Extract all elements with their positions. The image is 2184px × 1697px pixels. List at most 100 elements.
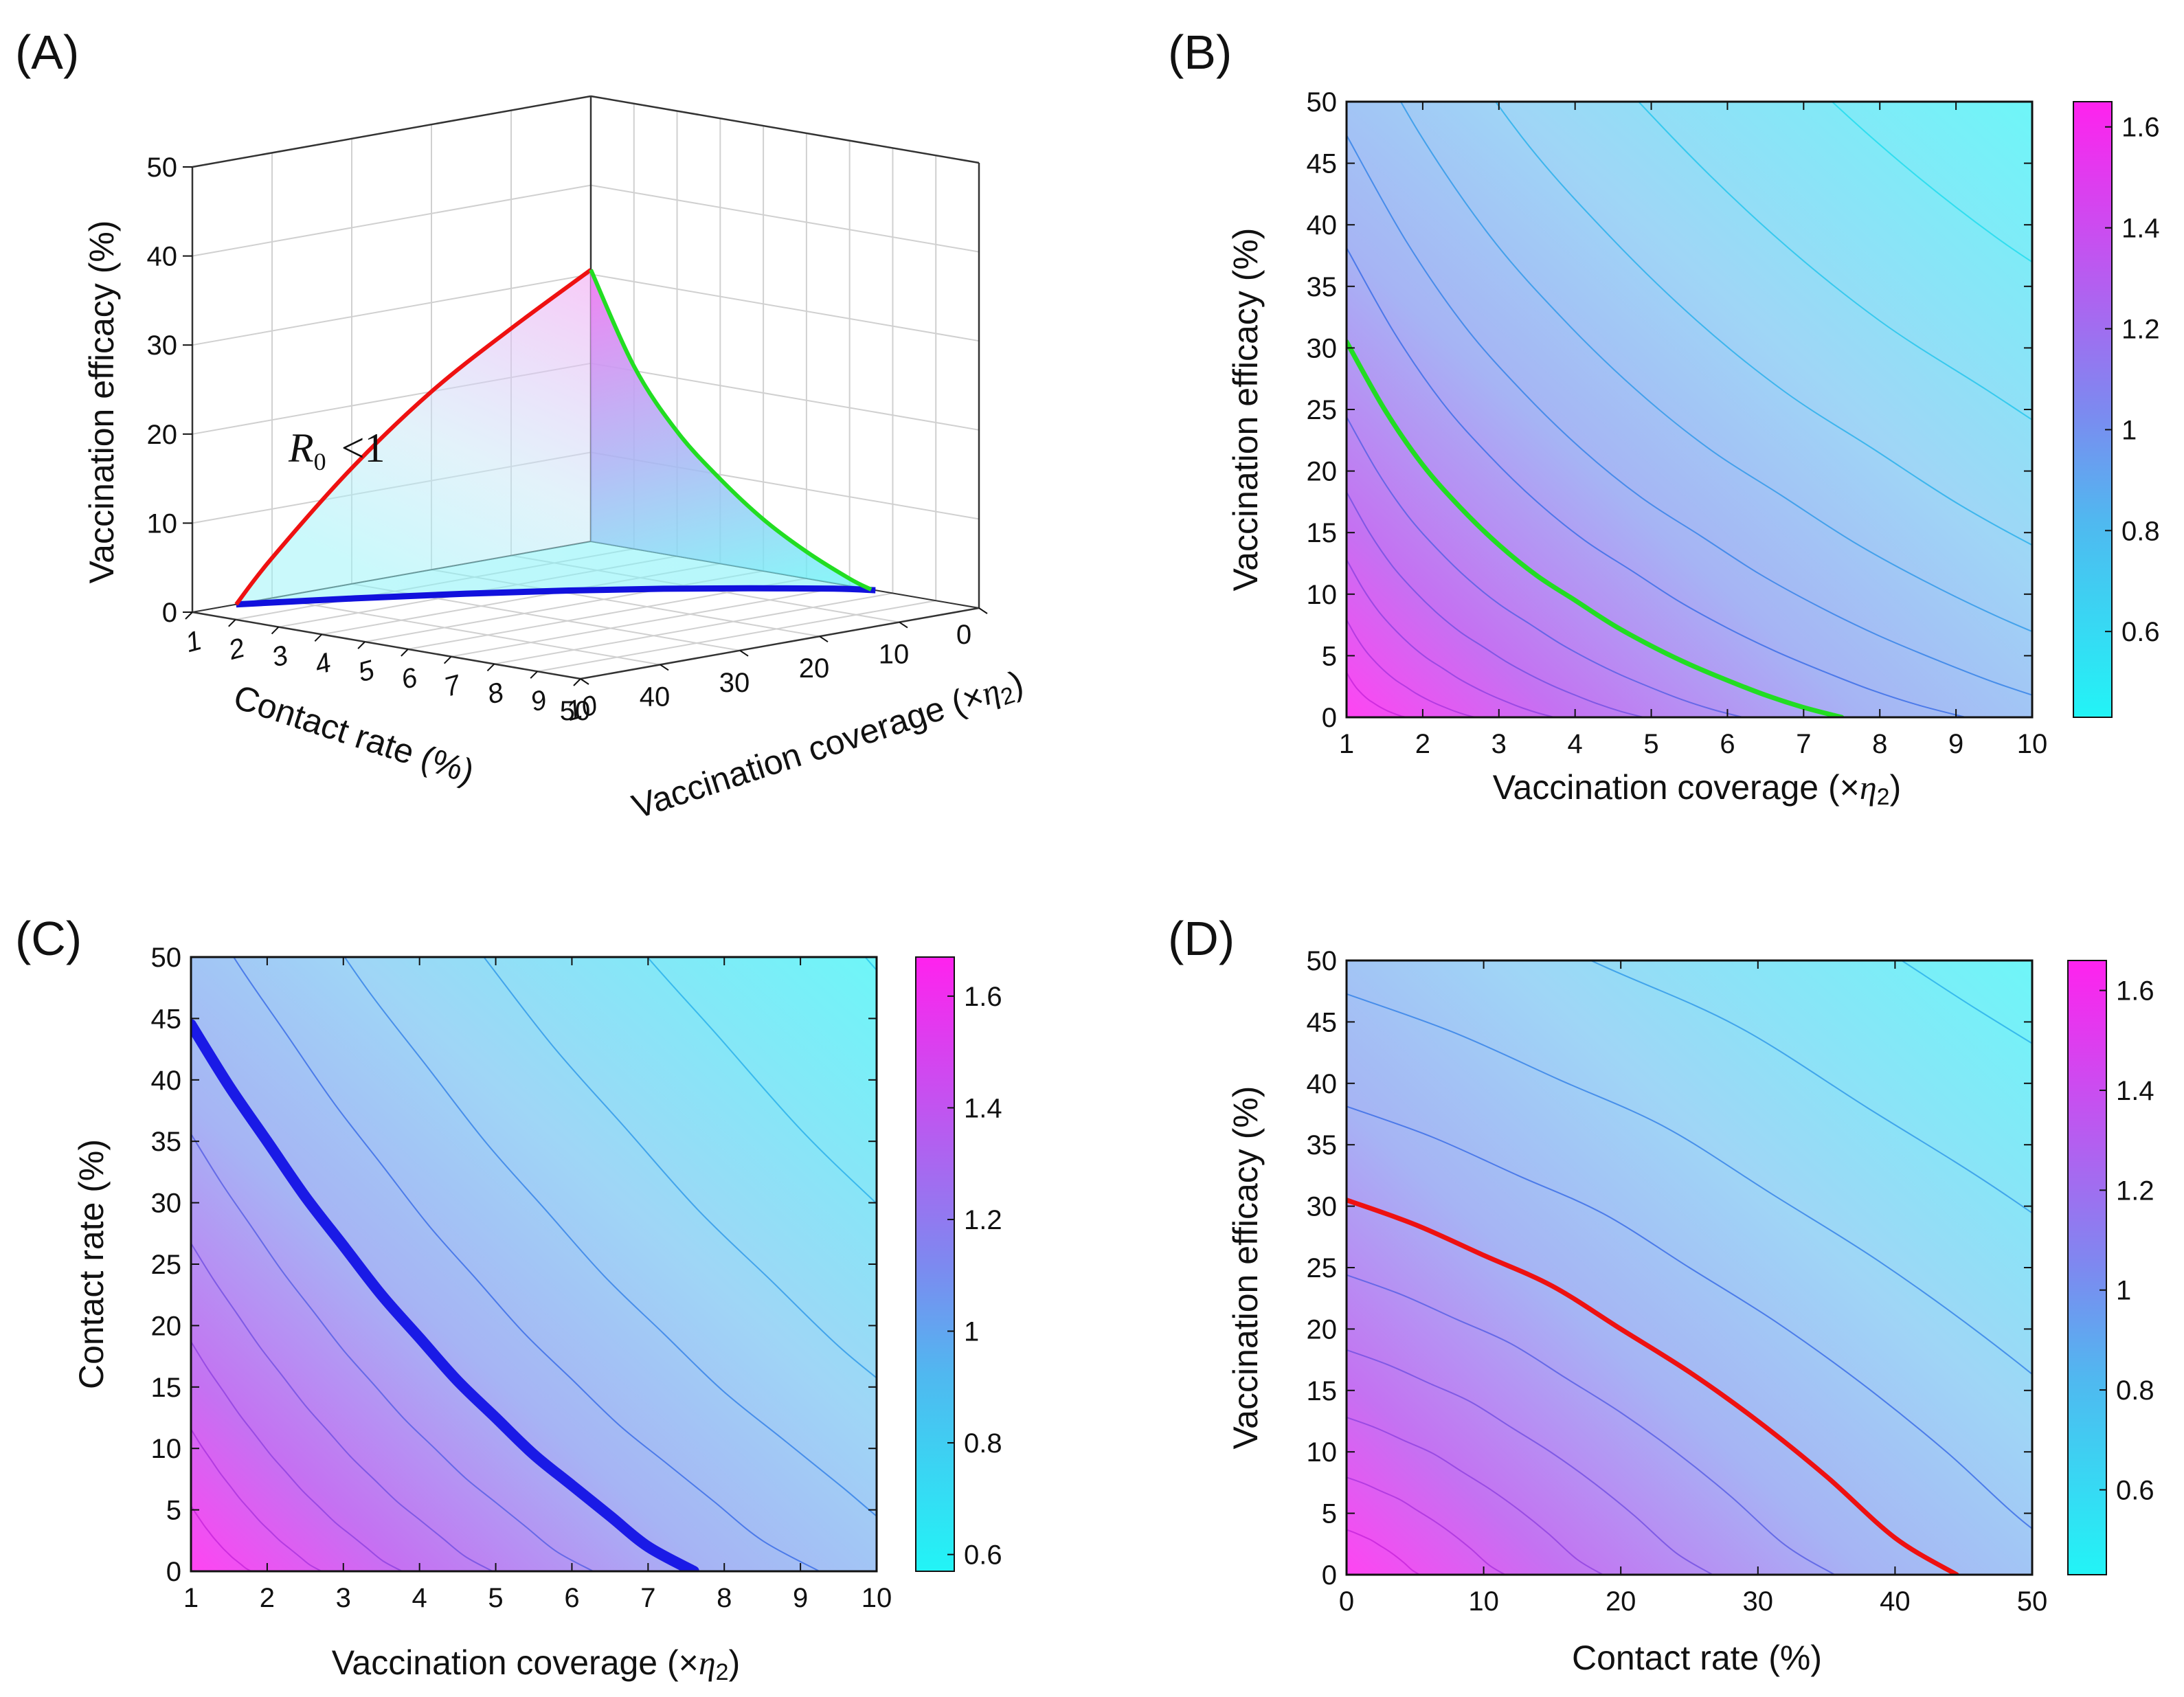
- panel-a-label: (A): [15, 25, 79, 79]
- y-tick-label: 5: [1322, 641, 1337, 671]
- coverage-tick-mark: [314, 633, 323, 642]
- x-tick-label: 50: [2017, 1586, 2048, 1617]
- panel-b-y-label: Vaccination efficacy (%): [1226, 228, 1265, 592]
- contour-line: [1347, 247, 1966, 717]
- y-tick-label: 30: [1307, 1192, 1338, 1222]
- coverage-tick-mark: [486, 663, 495, 672]
- contour-line: [1347, 416, 1743, 717]
- x-tick-label: 3: [1491, 729, 1507, 759]
- x-tick-label: 0: [1339, 1586, 1354, 1617]
- surface-back-region: [236, 269, 591, 605]
- coverage-tick-mark: [271, 626, 280, 635]
- z-tick-label: 50: [147, 153, 178, 183]
- y-tick-label: 20: [1307, 1314, 1338, 1345]
- contact-tick-label: 0: [956, 620, 971, 650]
- contour-line: [1347, 559, 1555, 717]
- x-tick-label: 7: [1796, 729, 1811, 759]
- colorbar-tick-label: 1.4: [2121, 214, 2160, 244]
- surface-floor-region: [236, 541, 876, 605]
- contour-line: [1637, 102, 2032, 421]
- x-tick-label: 4: [1568, 729, 1583, 759]
- colorbar-gradient: [2067, 960, 2107, 1575]
- x-tick-label: 4: [412, 1583, 427, 1613]
- contour-line: [1347, 491, 1644, 717]
- y-tick-label: 20: [1307, 457, 1338, 487]
- colorbar-tick-label: 1: [2116, 1276, 2131, 1306]
- x-tick-label: 9: [1948, 729, 1963, 759]
- x-tick-label: 9: [793, 1583, 808, 1613]
- z-tick-label: 20: [147, 420, 178, 450]
- panel-c-label: (C): [15, 912, 82, 965]
- coverage-tick-mark: [357, 641, 365, 649]
- x-tick-label: 8: [717, 1583, 732, 1613]
- x-tick-label: 3: [336, 1583, 351, 1613]
- y-tick-label: 0: [166, 1557, 181, 1587]
- panel-d-contours: [1347, 960, 2032, 1575]
- contact-tick-label: 50: [560, 696, 591, 726]
- box-edge: [192, 95, 592, 168]
- y-tick-label: 5: [1322, 1499, 1337, 1529]
- panel-d-colorbar: 0.6 0.8 1 1.2 1.4 1.6: [2067, 960, 2154, 1575]
- coverage-tick-mark: [401, 649, 409, 657]
- panel-d-label: (D): [1168, 912, 1235, 965]
- panel-d: (D) 0 10 20 30 40 50 0 5 10 15 20 25 30 35 40 45 50 Vacc…: [1168, 912, 2154, 1677]
- panel-c-x-label: Vaccination coverage (×η2): [332, 1643, 741, 1685]
- y-tick-label: 0: [1322, 703, 1337, 733]
- coverage-tick-label: 8: [484, 677, 508, 710]
- x-tick-label: 40: [1880, 1586, 1911, 1617]
- coverage-tick-label: 5: [354, 655, 378, 688]
- y-tick-label: 30: [151, 1189, 182, 1219]
- contour-line: [191, 1243, 493, 1571]
- x-tick-label: 20: [1606, 1586, 1636, 1617]
- x-tick-label: 5: [1643, 729, 1658, 759]
- contact-tick-mark: [978, 607, 988, 614]
- panel-d-ticks: 0 10 20 30 40 50 0 5 10 15 20 25 30 35 40 45 50: [1307, 946, 2048, 1617]
- blue-boundary-curve: [236, 585, 876, 608]
- contour-line: [1347, 135, 2032, 696]
- z-tick-label: 30: [147, 330, 178, 361]
- x-tick-label: 30: [1743, 1586, 1774, 1617]
- panel-a-contact-label: Contact rate (%): [229, 677, 480, 791]
- r0-threshold-line: [1347, 339, 1845, 717]
- coverage-tick-mark: [530, 671, 538, 679]
- colorbar-tick-label: 1: [2121, 415, 2137, 445]
- x-tick-label: 6: [1720, 729, 1735, 759]
- colorbar-tick-label: 0.6: [2116, 1475, 2154, 1505]
- surface-side-region: [591, 269, 872, 590]
- contact-tick-label: 20: [799, 653, 830, 684]
- x-tick-label: 10: [862, 1583, 892, 1613]
- panel-d-threshold-curve: [1347, 1198, 1959, 1575]
- grid-line: [451, 585, 850, 658]
- z-tick-label: 40: [147, 242, 178, 272]
- colorbar-tick-label: 1.2: [964, 1205, 1002, 1235]
- panel-a-z-label: Vaccination efficacy (%): [82, 221, 121, 584]
- contact-tick-label: 40: [640, 682, 671, 712]
- y-tick-label: 30: [1307, 333, 1338, 363]
- colorbar-tick-label: 1.2: [2116, 1176, 2154, 1206]
- grid-line: [537, 600, 936, 673]
- colorbar-tick-label: 1.2: [2121, 314, 2160, 344]
- x-tick-label: 2: [260, 1583, 275, 1613]
- y-tick-label: 35: [1307, 272, 1338, 302]
- coverage-tick-mark: [185, 611, 193, 620]
- colorbar-tick-label: 1.6: [964, 982, 1002, 1012]
- colorbar-tick-label: 1.4: [2116, 1076, 2154, 1106]
- x-tick-label: 2: [1415, 729, 1430, 759]
- colorbar-tick-label: 1.6: [2121, 113, 2160, 143]
- x-tick-label: 1: [1339, 729, 1354, 759]
- contour-line: [191, 1341, 403, 1571]
- colorbar-gradient: [915, 956, 955, 1572]
- x-tick-label: 6: [564, 1583, 579, 1613]
- colorbar-tick-label: 0.6: [2121, 617, 2160, 647]
- coverage-tick-label: 4: [312, 647, 335, 680]
- colorbar-tick-label: 0.8: [964, 1428, 1002, 1459]
- y-tick-label: 40: [151, 1066, 182, 1096]
- y-tick-label: 25: [151, 1250, 182, 1280]
- coverage-tick-mark: [228, 619, 236, 627]
- coverage-tick-label: 2: [225, 633, 248, 666]
- contour-line: [1589, 960, 2032, 1214]
- panel-a-surface: [236, 269, 876, 605]
- panel-b-x-label: Vaccination coverage (×η2): [1493, 768, 1902, 810]
